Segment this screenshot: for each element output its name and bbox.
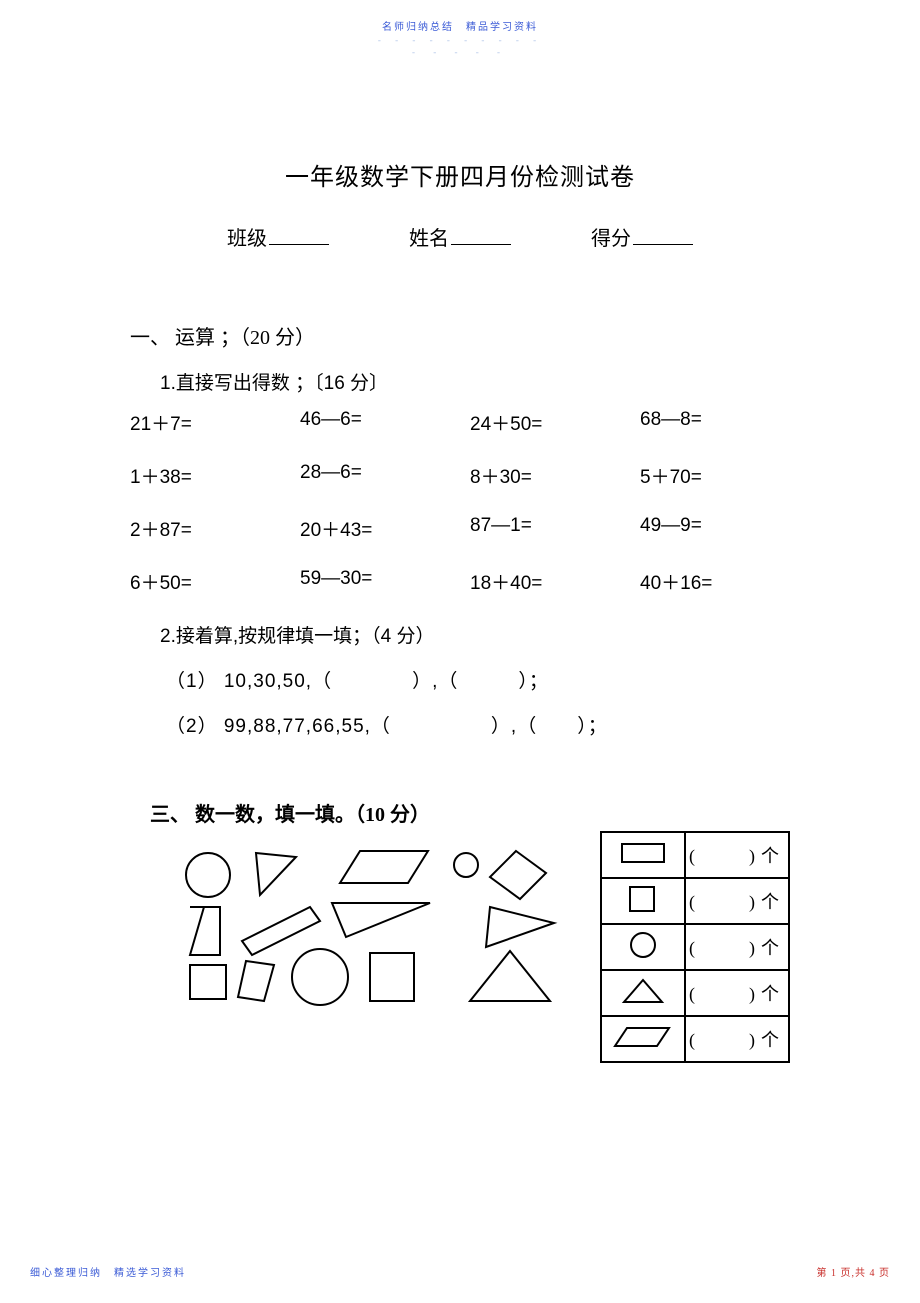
shape-rect-icon [601,832,685,878]
top-header: 名师归纳总结 精品学习资料 - - - - - - - - - - - - - … [0,0,920,57]
class-blank[interactable] [269,226,329,245]
calc-cell: 59—30= [300,568,470,595]
count-cell[interactable]: ( )个 [685,832,789,878]
name-label: 姓名 [409,228,449,250]
shape-circle-icon [601,924,685,970]
section3-heading: 三、 数一数，填一填。（10 分） [150,798,790,827]
seq-line-2: （2） 99,88,77,66,55,（ ）,（ ）； [166,711,790,738]
table-row: ( )个 [601,878,789,924]
table-row: ( )个 [601,832,789,878]
calc-cell: 46—6= [300,409,470,436]
calc-cell: 87—1= [470,515,640,542]
table-row: ( )个 [601,1016,789,1062]
calc-cell: 40＋16= [640,568,790,595]
class-label: 班级 [227,228,267,250]
calc-cell: 24＋50= [470,409,640,436]
calc-grid: 21＋7= 46—6= 24＋50= 68—8= 1＋38= 28—6= 8＋3… [130,409,790,595]
section1-sub2-heading: 2.接着算,按规律填一填；（4 分） [160,621,790,648]
score-blank[interactable] [633,226,693,245]
count-cell[interactable]: ( )个 [685,970,789,1016]
calc-cell: 68—8= [640,409,790,436]
section1-sub1-heading: 1.直接写出得数 ；〔16 分〕 [160,368,790,395]
count-cell[interactable]: ( )个 [685,924,789,970]
page-title: 一年级数学下册四月份检测试卷 [130,157,790,192]
score-label: 得分 [591,228,631,250]
footer-left: 细心整理归纳 精选学习资料 [30,1264,186,1279]
count-cell[interactable]: ( )个 [685,1016,789,1062]
name-blank[interactable] [451,226,511,245]
info-line: 班级 姓名 得分 [130,222,790,251]
section1-heading: 一、 运算 ；（20 分） [130,321,790,350]
calc-cell: 5＋70= [640,462,790,489]
shapes-figure [160,837,560,1007]
shape-parallelogram-icon [601,1016,685,1062]
page-body: 一年级数学下册四月份检测试卷 班级 姓名 得分 一、 运算 ；（20 分） 1.… [0,57,920,1063]
calc-cell: 2＋87= [130,515,300,542]
shape-triangle-icon [601,970,685,1016]
header-dashes: - - - - - - - - - - [0,35,920,45]
calc-cell: 20＋43= [300,515,470,542]
calc-cell: 21＋7= [130,409,300,436]
count-cell[interactable]: ( )个 [685,878,789,924]
table-row: ( )个 [601,924,789,970]
shape-square-icon [601,878,685,924]
footer-right: 第 1 页,共 4 页 [817,1264,891,1279]
calc-cell: 18＋40= [470,568,640,595]
seq-line-1: （1） 10,30,50,（ ）,（ ）； [166,666,790,693]
calc-cell: 28—6= [300,462,470,489]
count-table: ( )个 ( )个 ( )个 ( )个 [600,831,790,1063]
calc-cell: 6＋50= [130,568,300,595]
header-line1: 名师归纳总结 精品学习资料 [0,18,920,33]
header-dashes2: - - - - - [0,47,920,57]
table-row: ( )个 [601,970,789,1016]
calc-cell: 49—9= [640,515,790,542]
calc-cell: 1＋38= [130,462,300,489]
calc-cell: 8＋30= [470,462,640,489]
section3-wrap: ( )个 ( )个 ( )个 ( )个 [130,837,790,1063]
